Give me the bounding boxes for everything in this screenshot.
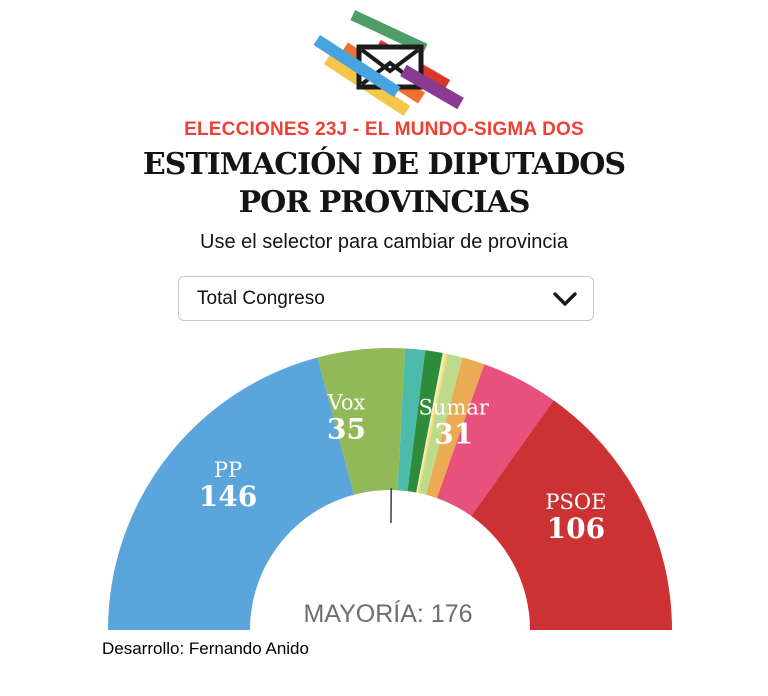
logo-bar [350, 10, 428, 54]
segment-psoe [471, 400, 672, 630]
credit: Desarrollo: Fernando Anido [102, 639, 309, 658]
page-title: ESTIMACIÓN DE DIPUTADOS POR PROVINCIAS [0, 146, 768, 222]
province-selector-value: Total Congreso [197, 287, 325, 309]
el-mundo-elections-logo [313, 10, 464, 116]
segment-sumar [436, 364, 554, 516]
hemicycle-chart: PP 146 Vox 35 Sumar 31 PSOE 106 [107, 348, 672, 630]
page-title-line2: POR PROVINCIAS [238, 185, 531, 220]
segment-other [426, 357, 485, 499]
majority-label: MAYORÍA: 176 [303, 600, 473, 628]
kicker: ELECCIONES 23J - EL MUNDO-SIGMA DOS [184, 119, 584, 140]
logo-bar [313, 34, 401, 98]
segment-label-sumar: Sumar 31 [419, 396, 490, 451]
segment-pp [107, 357, 354, 630]
page-title-line1: ESTIMACIÓN DE DIPUTADOS [142, 147, 626, 182]
segment-other [417, 353, 448, 493]
segment-label-pp: PP 146 [199, 458, 257, 513]
segment-other [418, 353, 463, 495]
segment-other [416, 352, 446, 493]
segment-label-psoe: PSOE 106 [545, 490, 606, 545]
segment-label-vox: Vox 35 [327, 390, 366, 445]
chevron-down-icon [553, 291, 577, 306]
logo-bar [400, 64, 464, 110]
province-selector[interactable]: Total Congreso [178, 276, 594, 321]
segment-vox [317, 348, 406, 495]
segment-other [407, 350, 443, 493]
segment-other [397, 348, 426, 492]
subtitle: Use el selector para cambiar de provinci… [200, 231, 568, 253]
